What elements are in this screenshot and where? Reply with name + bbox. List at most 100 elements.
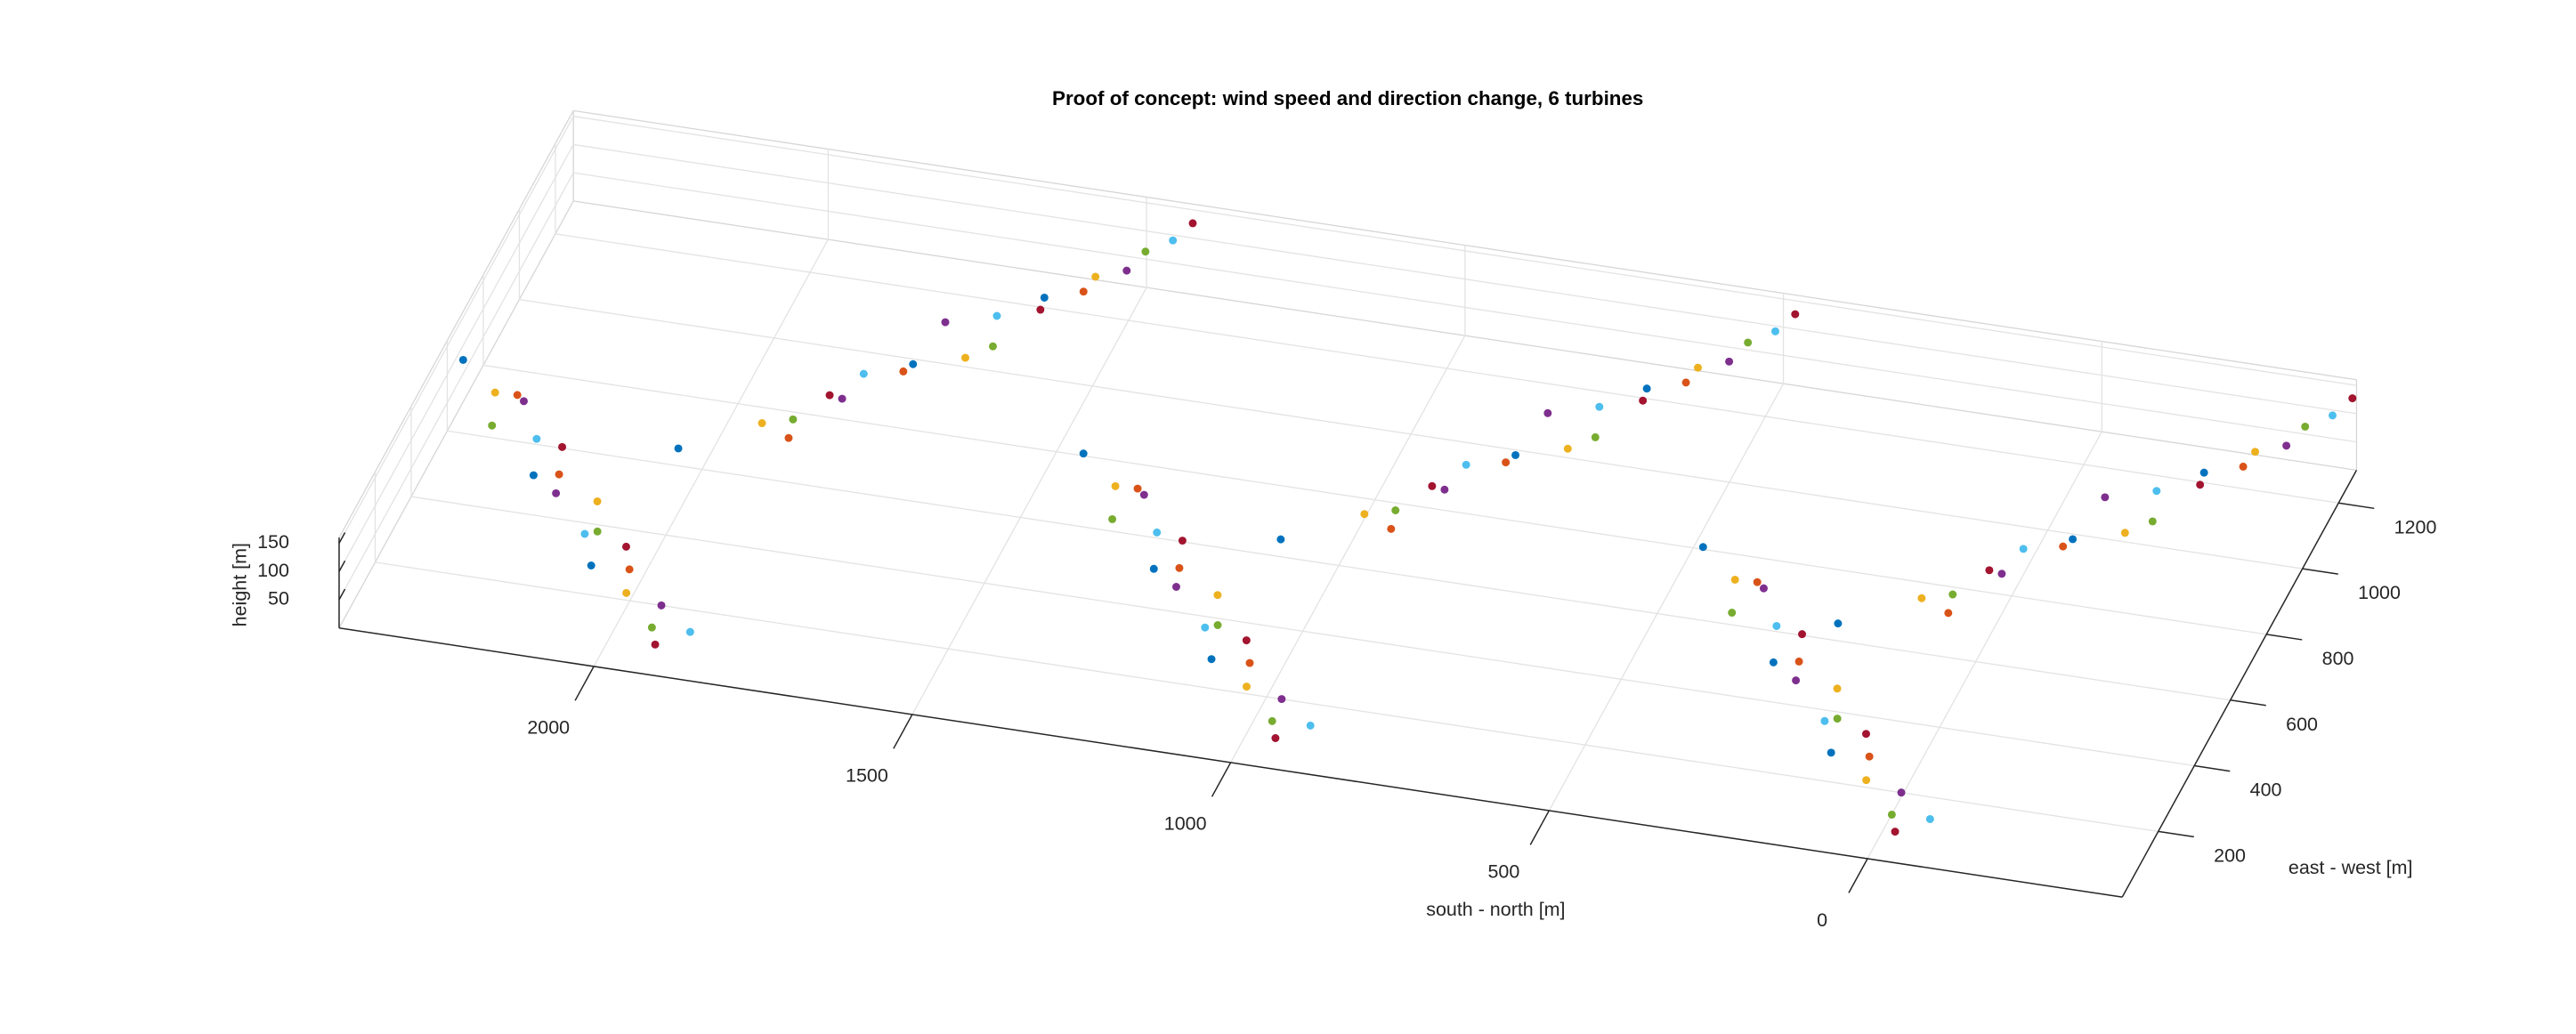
data-point bbox=[1798, 630, 1807, 639]
box-edge bbox=[338, 110, 574, 538]
data-point bbox=[1036, 305, 1045, 314]
z-tick bbox=[338, 588, 346, 601]
axes-layer: 0 500 1000 1500 2000 200 400 600 800 1000 1200 50 10… bbox=[257, 469, 2436, 931]
data-point bbox=[2148, 517, 2157, 526]
grid-line bbox=[338, 144, 574, 572]
grid-line bbox=[519, 298, 2303, 570]
y-axis-label: east - west [m] bbox=[2288, 857, 2413, 878]
z-tick bbox=[338, 560, 346, 572]
data-point bbox=[555, 470, 563, 479]
data-point bbox=[2196, 481, 2205, 489]
data-point bbox=[1792, 676, 1801, 685]
points-layer bbox=[458, 219, 2357, 836]
data-point bbox=[1188, 219, 1197, 228]
data-point bbox=[2348, 394, 2357, 403]
data-point bbox=[1171, 583, 1180, 591]
data-point bbox=[1040, 293, 1049, 302]
data-point bbox=[859, 369, 868, 378]
data-point bbox=[1271, 734, 1280, 742]
data-point bbox=[2120, 529, 2129, 537]
data-point bbox=[558, 442, 567, 451]
z-tick-label: 50 bbox=[268, 588, 289, 610]
data-point bbox=[1833, 715, 1842, 723]
x-tick bbox=[893, 714, 913, 749]
data-point bbox=[838, 394, 847, 403]
data-point bbox=[513, 391, 522, 400]
grid-line bbox=[410, 496, 2195, 767]
y-tick-label: 600 bbox=[2286, 714, 2318, 735]
data-point bbox=[2239, 462, 2248, 471]
data-point bbox=[1834, 619, 1843, 628]
data-point bbox=[1149, 564, 1158, 573]
data-point bbox=[1563, 444, 1572, 453]
data-point bbox=[757, 419, 766, 428]
data-point bbox=[1213, 621, 1222, 629]
z-tick-label: 100 bbox=[257, 560, 289, 581]
data-point bbox=[825, 391, 834, 400]
box-edge bbox=[338, 200, 574, 629]
data-point bbox=[1794, 657, 1803, 666]
data-point bbox=[674, 444, 683, 453]
data-point bbox=[1360, 510, 1369, 519]
data-point bbox=[1772, 621, 1781, 630]
data-point bbox=[1201, 623, 1210, 632]
data-point bbox=[1744, 338, 1753, 347]
data-point bbox=[1139, 490, 1148, 499]
data-point bbox=[961, 353, 969, 362]
data-point bbox=[1277, 695, 1286, 704]
data-point bbox=[685, 627, 694, 636]
grid-line bbox=[1867, 431, 2102, 860]
grid-line bbox=[338, 172, 574, 601]
y-tick bbox=[2158, 830, 2194, 838]
data-point bbox=[2059, 542, 2068, 551]
z-axis-label: height [m] bbox=[229, 543, 250, 626]
data-point bbox=[529, 471, 538, 480]
data-point bbox=[580, 529, 589, 538]
data-point bbox=[1153, 528, 1162, 537]
y-tick-label: 200 bbox=[2214, 844, 2246, 866]
grid-line bbox=[573, 172, 2357, 443]
data-point bbox=[2019, 545, 2028, 553]
x-tick bbox=[574, 666, 595, 701]
data-point bbox=[490, 388, 499, 397]
data-point bbox=[1887, 810, 1896, 819]
data-point bbox=[2329, 411, 2337, 420]
y-tick bbox=[2302, 568, 2338, 575]
data-point bbox=[1591, 432, 1600, 441]
data-point bbox=[1681, 378, 1690, 387]
data-point bbox=[1897, 788, 1906, 797]
data-point bbox=[1948, 590, 1957, 599]
grid-line bbox=[555, 233, 2339, 504]
data-point bbox=[2069, 535, 2078, 544]
data-point bbox=[1730, 575, 1739, 584]
data-point bbox=[1306, 721, 1315, 730]
data-point bbox=[1694, 363, 1702, 372]
data-point bbox=[593, 527, 602, 536]
grid-line bbox=[1230, 335, 1466, 763]
grid-line bbox=[593, 238, 829, 667]
data-point bbox=[1771, 327, 1779, 335]
x-axis-label: south - north [m] bbox=[1426, 899, 1565, 920]
data-point bbox=[1820, 716, 1829, 725]
data-point bbox=[552, 489, 561, 497]
data-point bbox=[1245, 658, 1254, 667]
data-point bbox=[622, 588, 631, 597]
data-point bbox=[1111, 481, 1120, 490]
data-point bbox=[1440, 485, 1449, 494]
data-point bbox=[1133, 484, 1142, 493]
data-point bbox=[1108, 514, 1117, 523]
data-point bbox=[1462, 460, 1470, 469]
data-point bbox=[1861, 730, 1870, 739]
data-point bbox=[992, 311, 1001, 320]
data-point bbox=[2282, 441, 2291, 450]
data-point bbox=[647, 623, 656, 632]
data-point bbox=[1268, 716, 1276, 725]
data-point bbox=[458, 355, 467, 364]
data-point bbox=[2199, 468, 2208, 477]
grid-line bbox=[447, 430, 2231, 701]
data-point bbox=[899, 367, 908, 376]
grid-line bbox=[1548, 383, 1785, 812]
data-point bbox=[1178, 537, 1187, 545]
